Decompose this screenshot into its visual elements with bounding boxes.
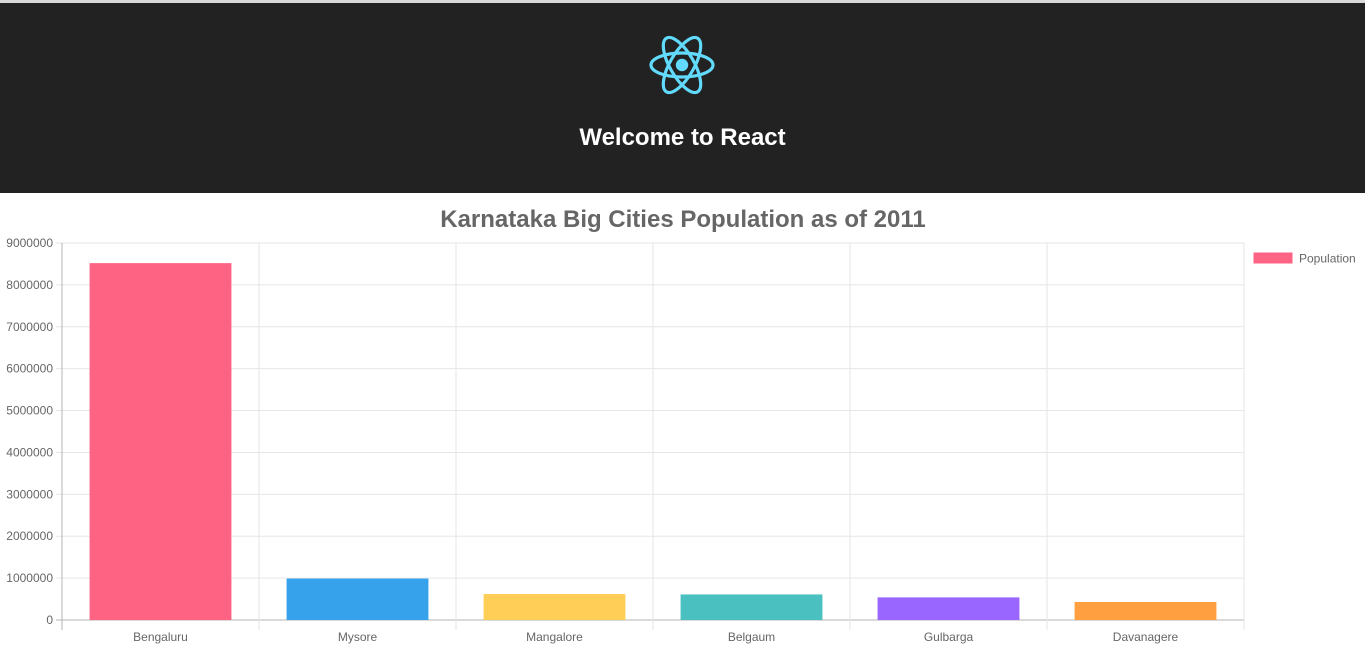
- page-title: Welcome to React: [579, 124, 786, 151]
- y-tick-label: 5000000: [6, 404, 53, 418]
- y-tick-label: 9000000: [6, 236, 53, 250]
- legend-label[interactable]: Population: [1299, 252, 1356, 266]
- app-header: Welcome to React: [0, 3, 1365, 193]
- bar-mangalore[interactable]: [483, 594, 626, 620]
- chart-grid: [56, 242, 1245, 630]
- y-tick-label: 8000000: [6, 278, 53, 292]
- y-tick-label: 6000000: [6, 362, 53, 376]
- bar-davanagere[interactable]: [1074, 601, 1217, 620]
- x-tick-label: Davanagere: [1113, 630, 1179, 644]
- react-atom-icon: [649, 35, 715, 95]
- population-bar-chart: Karnataka Big Cities Population as of 20…: [6, 206, 1356, 644]
- bar-mysore[interactable]: [286, 578, 429, 620]
- x-tick-label: Mysore: [338, 630, 378, 644]
- y-tick-label: 2000000: [6, 529, 53, 543]
- chart-axes: 0 1000000 2000000 3000000 4000000 5000000 6000…: [6, 236, 1178, 644]
- bar-gulbarga[interactable]: [877, 597, 1020, 620]
- y-tick-label: 4000000: [6, 445, 53, 459]
- x-tick-label: Belgaum: [728, 630, 775, 644]
- top-border: [0, 0, 1365, 3]
- x-tick-label: Gulbarga: [924, 630, 974, 644]
- chart-legend[interactable]: Population: [1252, 251, 1356, 266]
- y-tick-label: 1000000: [6, 571, 53, 585]
- legend-swatch[interactable]: [1252, 251, 1294, 265]
- y-tick-label: 3000000: [6, 487, 53, 501]
- y-tick-label: 7000000: [6, 320, 53, 334]
- bar-belgaum[interactable]: [680, 594, 823, 620]
- chart-bars: [89, 263, 1217, 620]
- bar-bengaluru[interactable]: [89, 263, 232, 620]
- chart-title: Karnataka Big Cities Population as of 20…: [440, 206, 925, 233]
- x-tick-label: Bengaluru: [133, 630, 188, 644]
- y-tick-label: 0: [46, 613, 53, 627]
- x-tick-label: Mangalore: [526, 630, 583, 644]
